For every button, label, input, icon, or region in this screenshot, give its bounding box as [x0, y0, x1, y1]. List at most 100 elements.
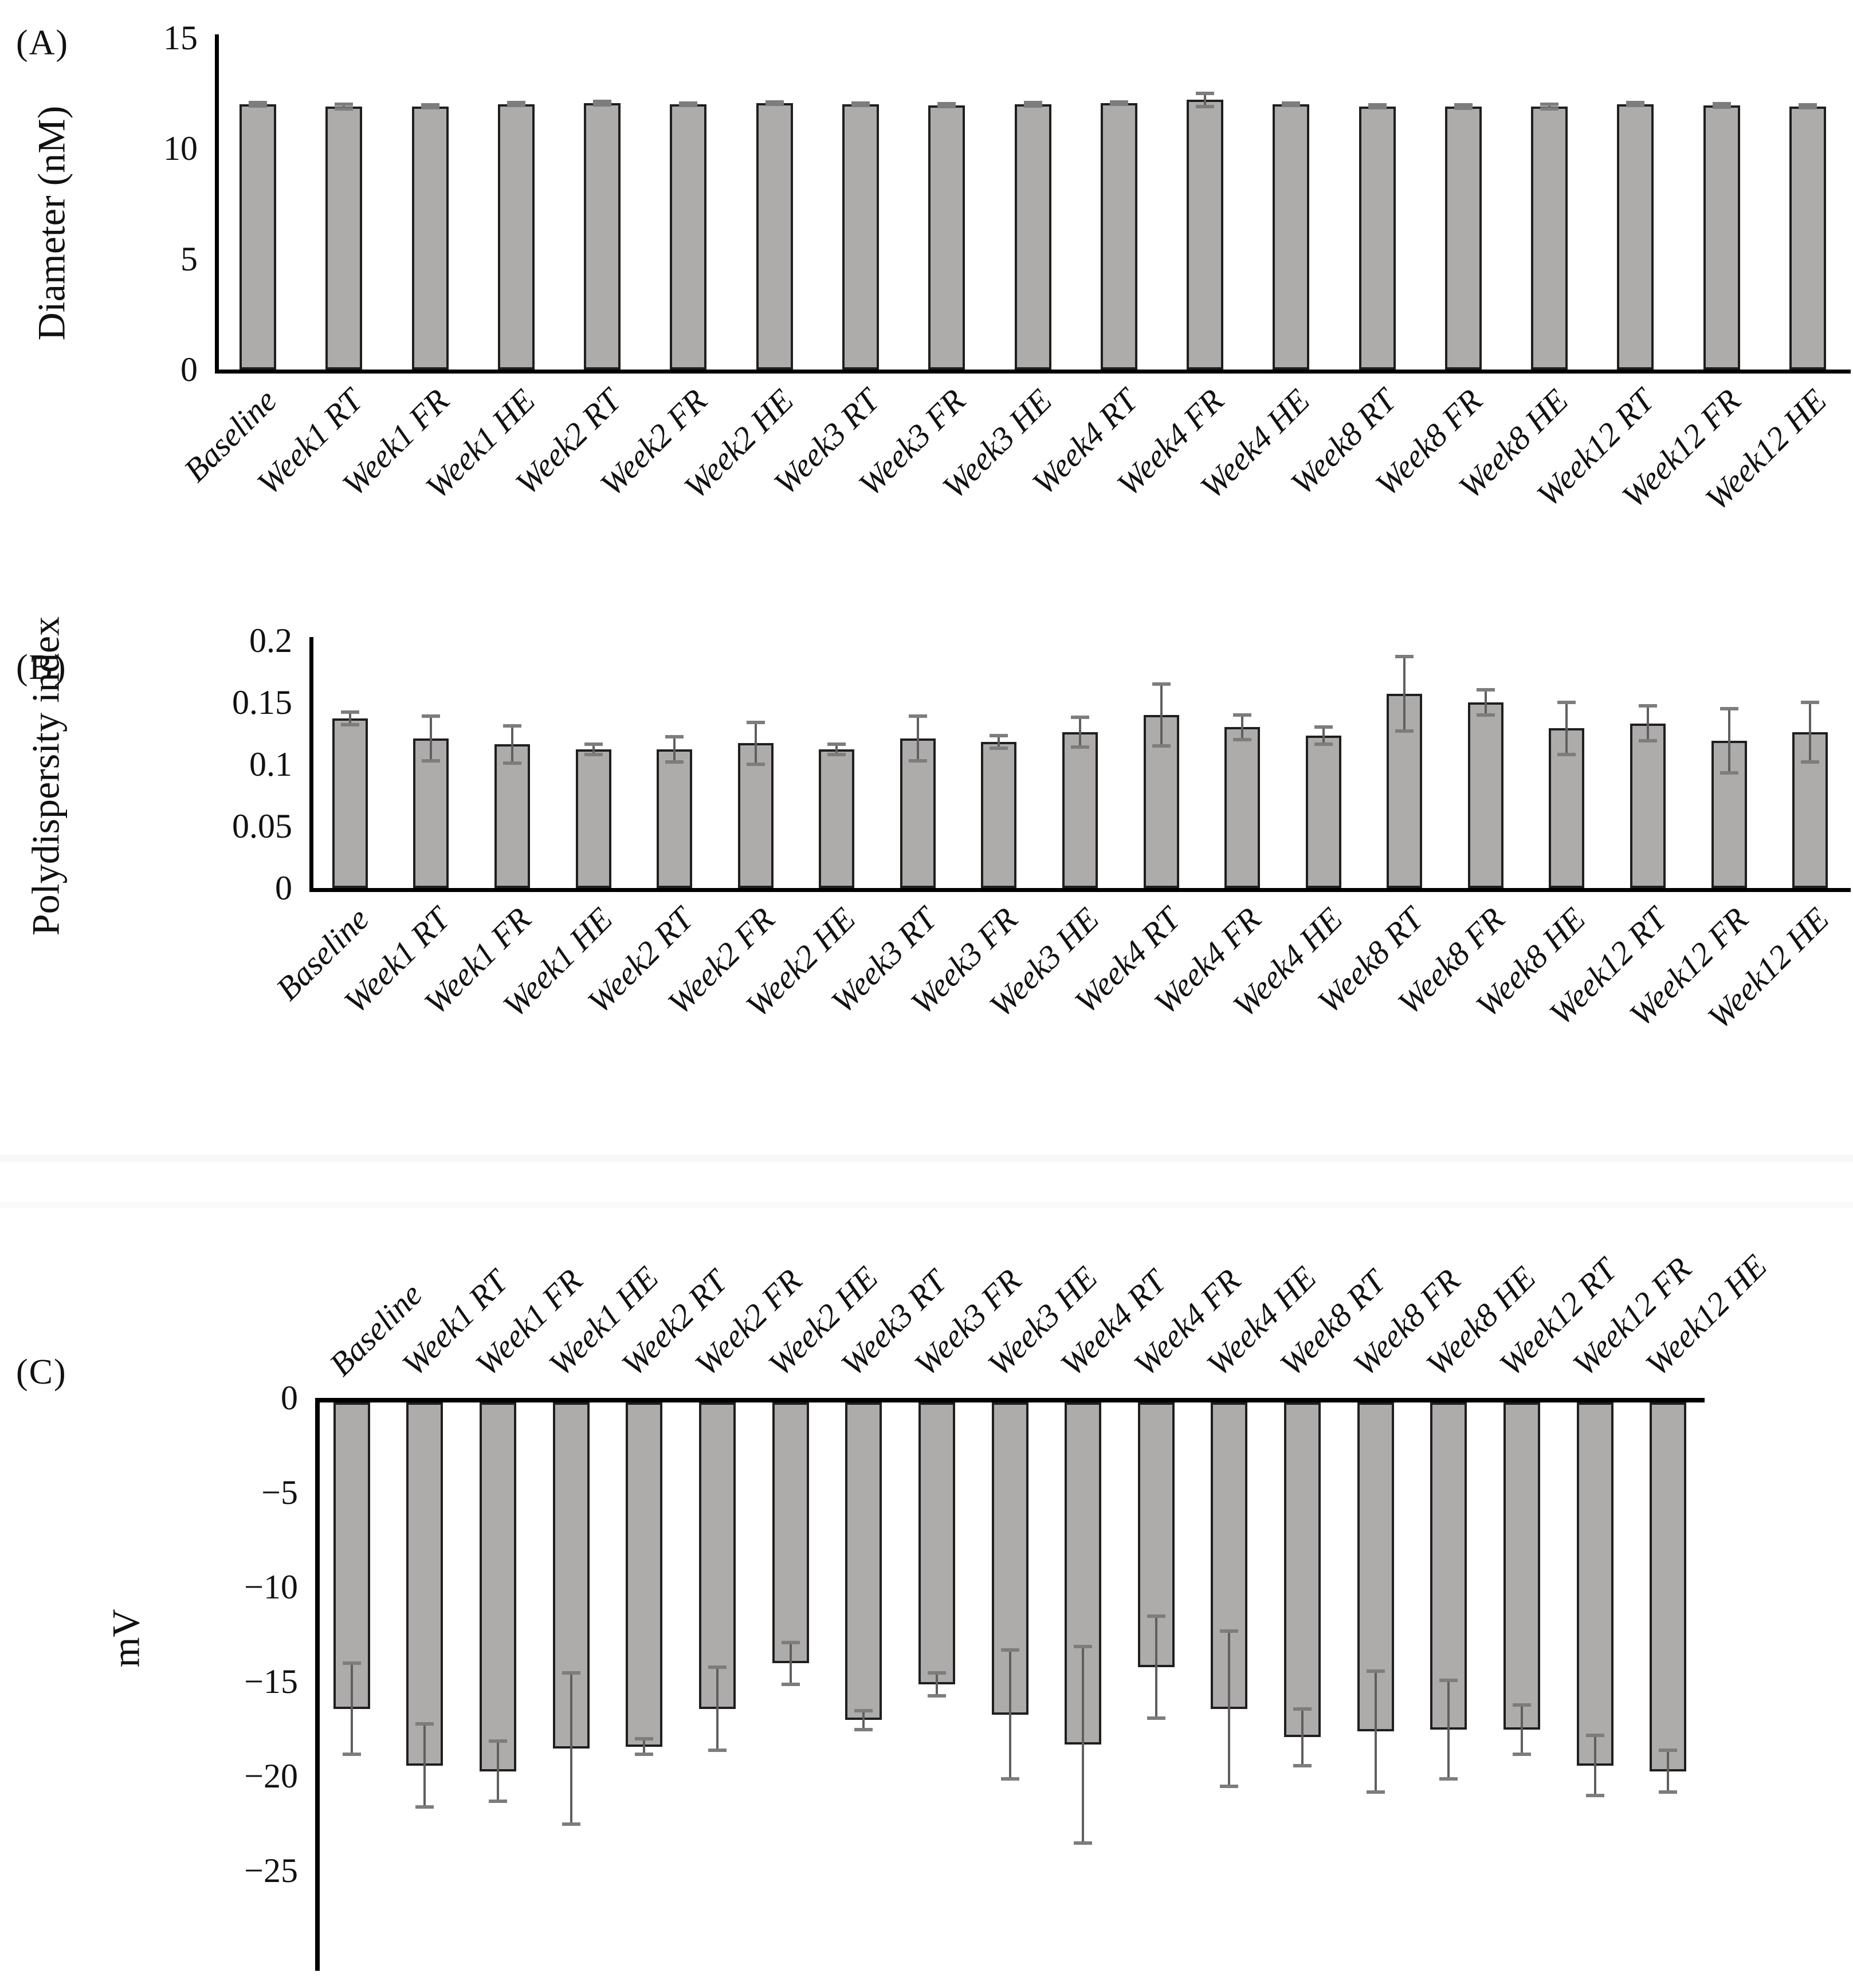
- bar: [1531, 106, 1568, 370]
- y-tick-label: −25: [244, 1852, 298, 1889]
- bar: [1792, 732, 1828, 888]
- error-bar-cap-bottom: [489, 1800, 508, 1804]
- y-tick-label: −10: [244, 1568, 298, 1606]
- error-bar-cap-top: [562, 1671, 580, 1675]
- error-bar: [1082, 1646, 1085, 1843]
- error-bar-cap-top: [340, 710, 359, 714]
- panel-a-letter: (A): [16, 23, 69, 62]
- bar: [1789, 106, 1826, 370]
- error-bar: [348, 712, 351, 725]
- bar: [626, 1402, 663, 1747]
- bar: [1359, 106, 1396, 370]
- error-bar-cap-bottom: [1233, 737, 1252, 741]
- error-bar: [673, 737, 676, 762]
- bar: [332, 718, 368, 888]
- bar: [981, 742, 1017, 888]
- error-bar-cap-top: [1557, 701, 1576, 704]
- error-bar: [343, 104, 346, 109]
- error-bar-cap-top: [635, 1737, 654, 1741]
- error-bar-cap-top: [1801, 701, 1820, 704]
- error-bar-cap-top: [415, 1722, 434, 1726]
- error-bar-cap-top: [781, 1641, 800, 1645]
- error-bar-cap-top: [1152, 682, 1171, 686]
- bar: [480, 1402, 517, 1771]
- error-bar-cap-bottom: [593, 103, 612, 107]
- error-bar: [1447, 1680, 1450, 1779]
- error-bar-cap-bottom: [1454, 106, 1473, 110]
- error-bar: [716, 1667, 719, 1751]
- bar: [842, 104, 879, 370]
- error-bar: [789, 1643, 792, 1684]
- bar: [1211, 1402, 1248, 1709]
- error-bar-cap-bottom: [1147, 1716, 1165, 1720]
- bar: [928, 105, 965, 370]
- error-bar-cap-bottom: [1366, 1790, 1385, 1794]
- error-bar-cap-bottom: [1798, 105, 1817, 109]
- error-bar-cap-top: [584, 742, 603, 747]
- panel-b-y-axis-title: Polydispersity index: [23, 616, 68, 936]
- error-bar-cap-top: [502, 724, 521, 728]
- error-bar: [1728, 708, 1730, 773]
- error-bar-cap-bottom: [1557, 752, 1576, 756]
- error-bar-cap-top: [937, 102, 956, 106]
- error-bar-cap-top: [1196, 91, 1215, 95]
- y-tick-label: 15: [163, 19, 198, 57]
- bar: [1617, 104, 1654, 370]
- y-tick-label: 0.05: [232, 807, 292, 845]
- y-tick-label: 0: [275, 869, 292, 907]
- error-bar-cap-top: [1712, 101, 1731, 105]
- error-bar-cap-bottom: [851, 103, 870, 107]
- error-bar-cap-bottom: [990, 746, 1008, 750]
- bar: [1444, 106, 1482, 370]
- error-bar: [1322, 727, 1325, 745]
- bar: [698, 1402, 736, 1709]
- error-bar-cap-bottom: [335, 107, 354, 111]
- error-bar-cap-top: [1314, 725, 1333, 729]
- error-bar-cap-top: [1798, 103, 1817, 107]
- error-bar: [1155, 1616, 1157, 1719]
- error-bar-cap-bottom: [1639, 738, 1658, 742]
- error-bar-cap-top: [1147, 1614, 1165, 1618]
- error-bar-cap-top: [1626, 101, 1645, 105]
- error-bar-cap-bottom: [854, 1727, 873, 1731]
- error-bar-cap-bottom: [1023, 104, 1042, 108]
- error-bar: [592, 744, 595, 755]
- error-bar-cap-bottom: [665, 760, 684, 764]
- error-bar-cap-top: [1293, 1707, 1312, 1711]
- error-bar: [754, 722, 757, 764]
- bar: [1305, 736, 1341, 888]
- bar: [1357, 1402, 1394, 1732]
- error-bar: [1462, 104, 1465, 108]
- error-bar-cap-top: [335, 102, 354, 106]
- error-bar-cap-bottom: [746, 763, 765, 766]
- error-bar-cap-top: [1454, 103, 1473, 107]
- bar: [584, 103, 621, 370]
- error-bar-cap-top: [679, 101, 698, 105]
- error-bar-cap-bottom: [1395, 729, 1414, 733]
- error-bar-cap-bottom: [1712, 105, 1731, 109]
- error-bar: [511, 726, 513, 763]
- error-bar: [1008, 1650, 1011, 1779]
- page-artifact-band: [0, 1155, 1853, 1162]
- error-bar-cap-bottom: [927, 1694, 946, 1698]
- bar: [772, 1402, 809, 1664]
- error-bar-cap-bottom: [1476, 713, 1495, 717]
- bar: [657, 749, 693, 888]
- error-bar-cap-bottom: [1314, 742, 1333, 747]
- bar: [1273, 104, 1310, 370]
- error-bar: [497, 1741, 500, 1802]
- error-bar-cap-top: [665, 735, 684, 739]
- bar: [1187, 100, 1224, 370]
- error-bar-cap-top: [1366, 1669, 1385, 1673]
- error-bar-cap-bottom: [1220, 1784, 1239, 1788]
- bar: [1576, 1402, 1613, 1766]
- panel-b-letter: (B): [16, 648, 67, 687]
- bar: [494, 744, 530, 888]
- error-bar: [935, 1672, 938, 1696]
- panel-c-letter: (C): [16, 1353, 67, 1392]
- bar: [406, 1402, 443, 1766]
- error-bar-cap-top: [507, 101, 525, 105]
- y-tick-label: −5: [261, 1474, 298, 1511]
- error-bar-cap-bottom: [415, 1805, 434, 1809]
- error-bar-cap-bottom: [908, 759, 927, 763]
